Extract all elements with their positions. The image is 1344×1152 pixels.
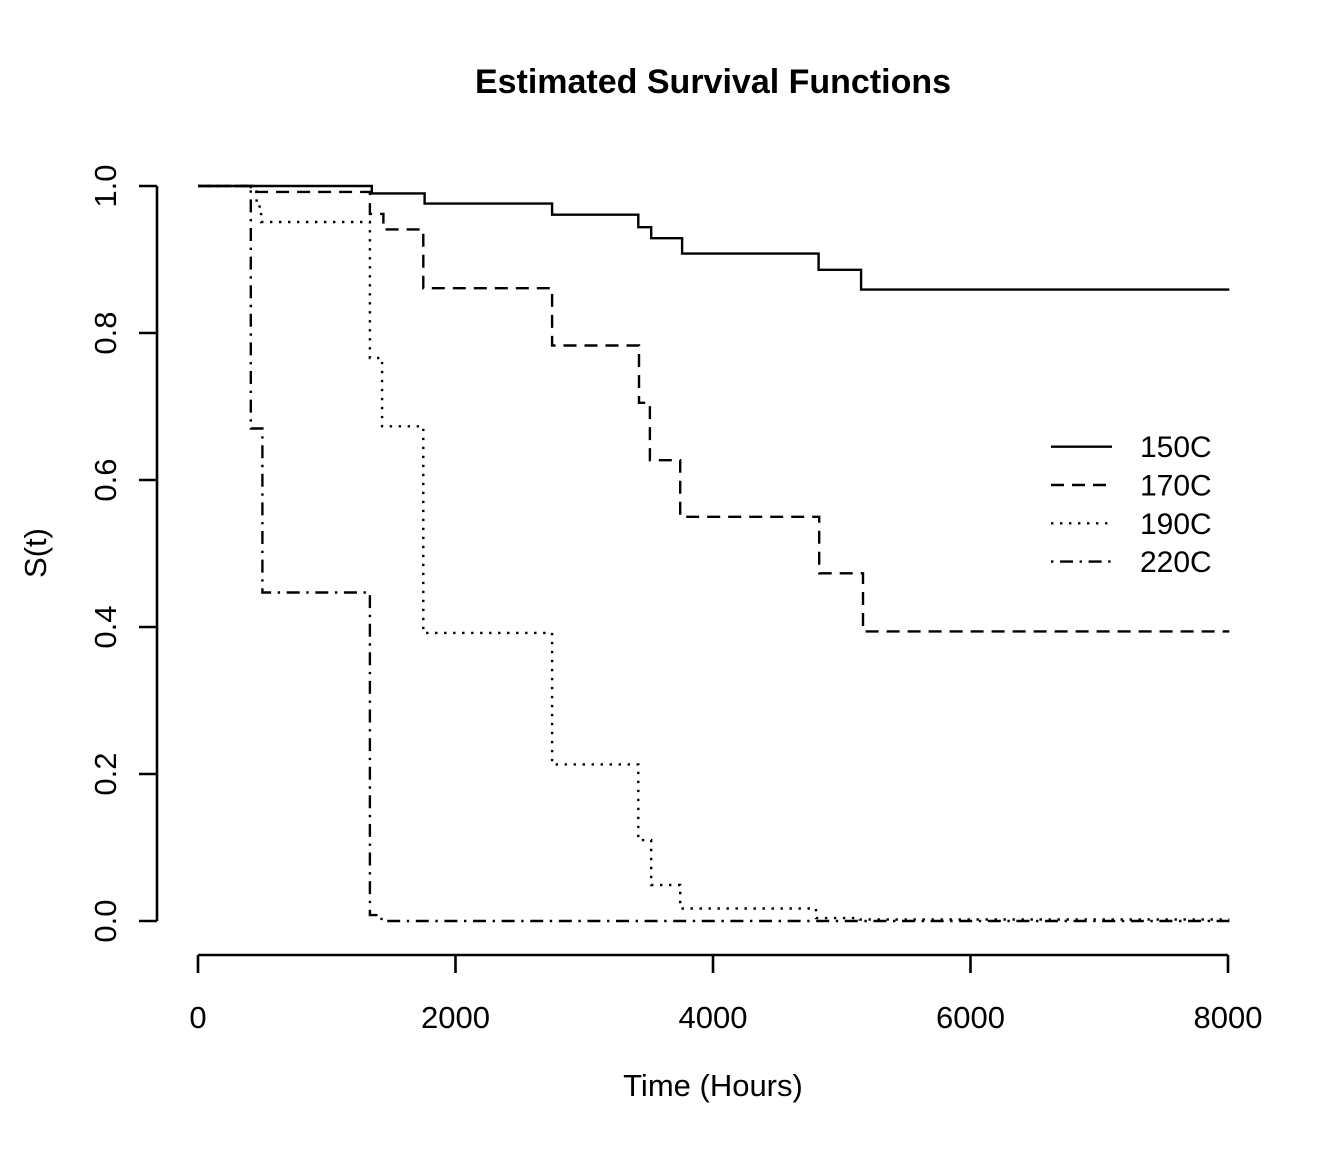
- y-tick-label: 0.8: [88, 311, 123, 354]
- y-tick-label: 1.0: [88, 164, 123, 207]
- legend-label-220c: 220C: [1140, 546, 1212, 579]
- y-axis-title: S(t): [18, 528, 53, 578]
- x-tick-label: 2000: [421, 1000, 490, 1035]
- legend-label-190c: 190C: [1140, 508, 1212, 541]
- y-tick-label: 0.4: [88, 605, 123, 648]
- legend: 150C 170C 190C 220C: [1051, 431, 1212, 579]
- axes: 0 2000 4000 6000 8000 0.0 0.2 0.4 0.6 0.8 1.0: [88, 164, 1262, 1035]
- x-tick-label: 0: [189, 1000, 206, 1035]
- survival-curves: [198, 184, 1230, 923]
- curve-150c: [198, 184, 1230, 291]
- legend-label-170c: 170C: [1140, 470, 1212, 503]
- legend-label-150c: 150C: [1140, 431, 1212, 464]
- x-tick-label: 8000: [1194, 1000, 1263, 1035]
- curve-190c: [198, 184, 1230, 921]
- y-tick-label: 0.0: [88, 899, 123, 942]
- y-tick-label: 0.2: [88, 752, 123, 795]
- x-tick-label: 6000: [936, 1000, 1005, 1035]
- y-tick-label: 0.6: [88, 458, 123, 501]
- curve-220c: [198, 184, 1230, 923]
- curve-170c: [198, 184, 1230, 633]
- chart-title: Estimated Survival Functions: [475, 63, 951, 101]
- x-axis-title: Time (Hours): [623, 1068, 803, 1103]
- x-tick-label: 4000: [679, 1000, 748, 1035]
